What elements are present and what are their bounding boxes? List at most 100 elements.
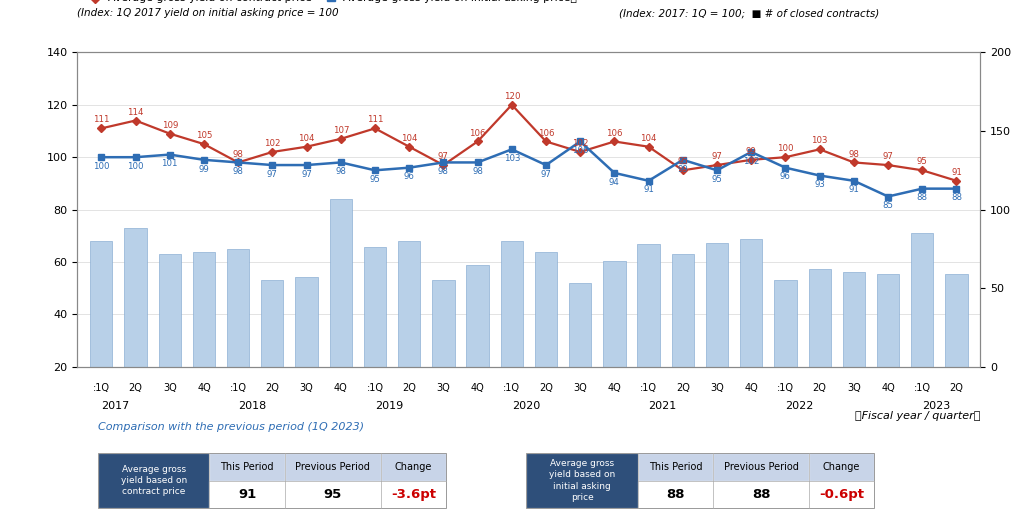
Text: 102: 102 [743,157,760,166]
Text: 95: 95 [712,175,722,184]
Text: 4Q: 4Q [608,383,621,392]
Text: Change: Change [823,462,861,472]
Text: 96: 96 [780,172,791,181]
Text: :1Q: :1Q [93,383,109,392]
Text: (Index: 1Q 2017 yield on initial asking price = 100: (Index: 1Q 2017 yield on initial asking … [77,8,340,18]
Bar [466,265,489,367]
Text: 98: 98 [848,149,860,159]
Text: 2021: 2021 [649,401,677,411]
Text: 111: 111 [366,115,383,125]
Text: 4Q: 4Q [881,383,895,392]
Text: 102: 102 [264,139,281,148]
Text: 97: 97 [438,152,449,161]
Text: 106: 106 [538,128,554,138]
Text: 105: 105 [196,131,213,140]
Bar [843,272,865,367]
Bar [774,280,797,367]
Text: 107: 107 [332,126,349,135]
Bar [432,280,454,367]
Text: 97: 97 [267,170,278,179]
Text: 91: 91 [643,185,654,194]
Text: -3.6pt: -3.6pt [391,488,436,501]
Bar [706,243,729,367]
Text: 95: 95 [324,488,342,501]
Text: 99: 99 [746,147,756,156]
Text: Average gross
yield based on
contract price: Average gross yield based on contract pr… [121,465,187,496]
Text: 3Q: 3Q [574,383,587,392]
Text: This Period: This Period [649,462,702,472]
Text: 101: 101 [161,159,178,168]
Text: 3Q: 3Q [163,383,176,392]
Text: 103: 103 [504,154,520,163]
Text: :1Q: :1Q [504,383,520,392]
Bar [501,241,523,367]
Bar [877,274,899,367]
Bar [329,199,352,367]
Bar [398,241,420,367]
Bar [125,228,147,367]
Bar [808,269,831,367]
Text: 91: 91 [848,185,860,194]
Bar [295,277,318,367]
Text: 2Q: 2Q [129,383,142,392]
Bar [672,254,694,367]
Text: 114: 114 [127,107,143,117]
Text: 103: 103 [811,136,828,146]
Text: 88: 88 [916,193,928,202]
Text: 98: 98 [233,149,244,159]
Text: 97: 97 [541,170,551,179]
Text: 3Q: 3Q [710,383,723,392]
Text: 99: 99 [198,165,209,173]
Text: 2020: 2020 [512,401,540,411]
Text: :1Q: :1Q [366,383,384,392]
Text: 100: 100 [127,162,143,171]
Text: :1Q: :1Q [777,383,794,392]
Text: 104: 104 [298,134,315,143]
Text: 2Q: 2Q [402,383,416,392]
Text: 2023: 2023 [923,401,950,411]
Text: 88: 88 [950,193,962,202]
Text: 106: 106 [606,128,622,138]
Text: 4Q: 4Q [471,383,484,392]
Text: 99: 99 [677,165,688,173]
Text: :1Q: :1Q [913,383,931,392]
Text: 2Q: 2Q [949,383,964,392]
Text: 104: 104 [641,134,656,143]
Text: 91: 91 [238,488,256,501]
Bar [193,252,215,367]
Text: 97: 97 [301,170,312,179]
Text: 4Q: 4Q [334,383,348,392]
Text: 94: 94 [609,178,620,187]
Bar [364,247,386,367]
Text: Average gross
yield based on
initial asking
price: Average gross yield based on initial ask… [549,460,615,501]
Text: 3Q: 3Q [437,383,450,392]
Text: 106: 106 [572,146,588,155]
Text: （Fiscal year / quarter）: （Fiscal year / quarter） [856,411,980,421]
Text: 2Q: 2Q [676,383,689,392]
Text: 104: 104 [401,134,417,143]
Bar [261,280,284,367]
Text: 2019: 2019 [375,401,404,411]
Text: :1Q: :1Q [640,383,657,392]
Text: Previous Period: Previous Period [295,462,370,472]
Bar [569,283,591,367]
Text: 95: 95 [677,157,688,167]
Text: Change: Change [394,462,432,472]
Text: Comparison with the previous period (1Q 2023): Comparison with the previous period (1Q … [98,422,364,432]
Text: 2018: 2018 [238,401,266,411]
Text: 96: 96 [404,172,415,181]
Bar [740,239,763,367]
Text: 98: 98 [335,167,346,176]
Text: 4Q: 4Q [744,383,759,392]
Text: 2Q: 2Q [539,383,553,392]
Text: Previous Period: Previous Period [723,462,799,472]
Text: 106: 106 [470,128,486,138]
Bar [945,274,968,367]
Text: 111: 111 [93,115,109,125]
Text: 97: 97 [712,152,722,161]
Text: :1Q: :1Q [230,383,247,392]
Text: 3Q: 3Q [299,383,314,392]
Text: 100: 100 [93,162,109,171]
Text: 2Q: 2Q [813,383,827,392]
Text: 88: 88 [752,488,770,501]
